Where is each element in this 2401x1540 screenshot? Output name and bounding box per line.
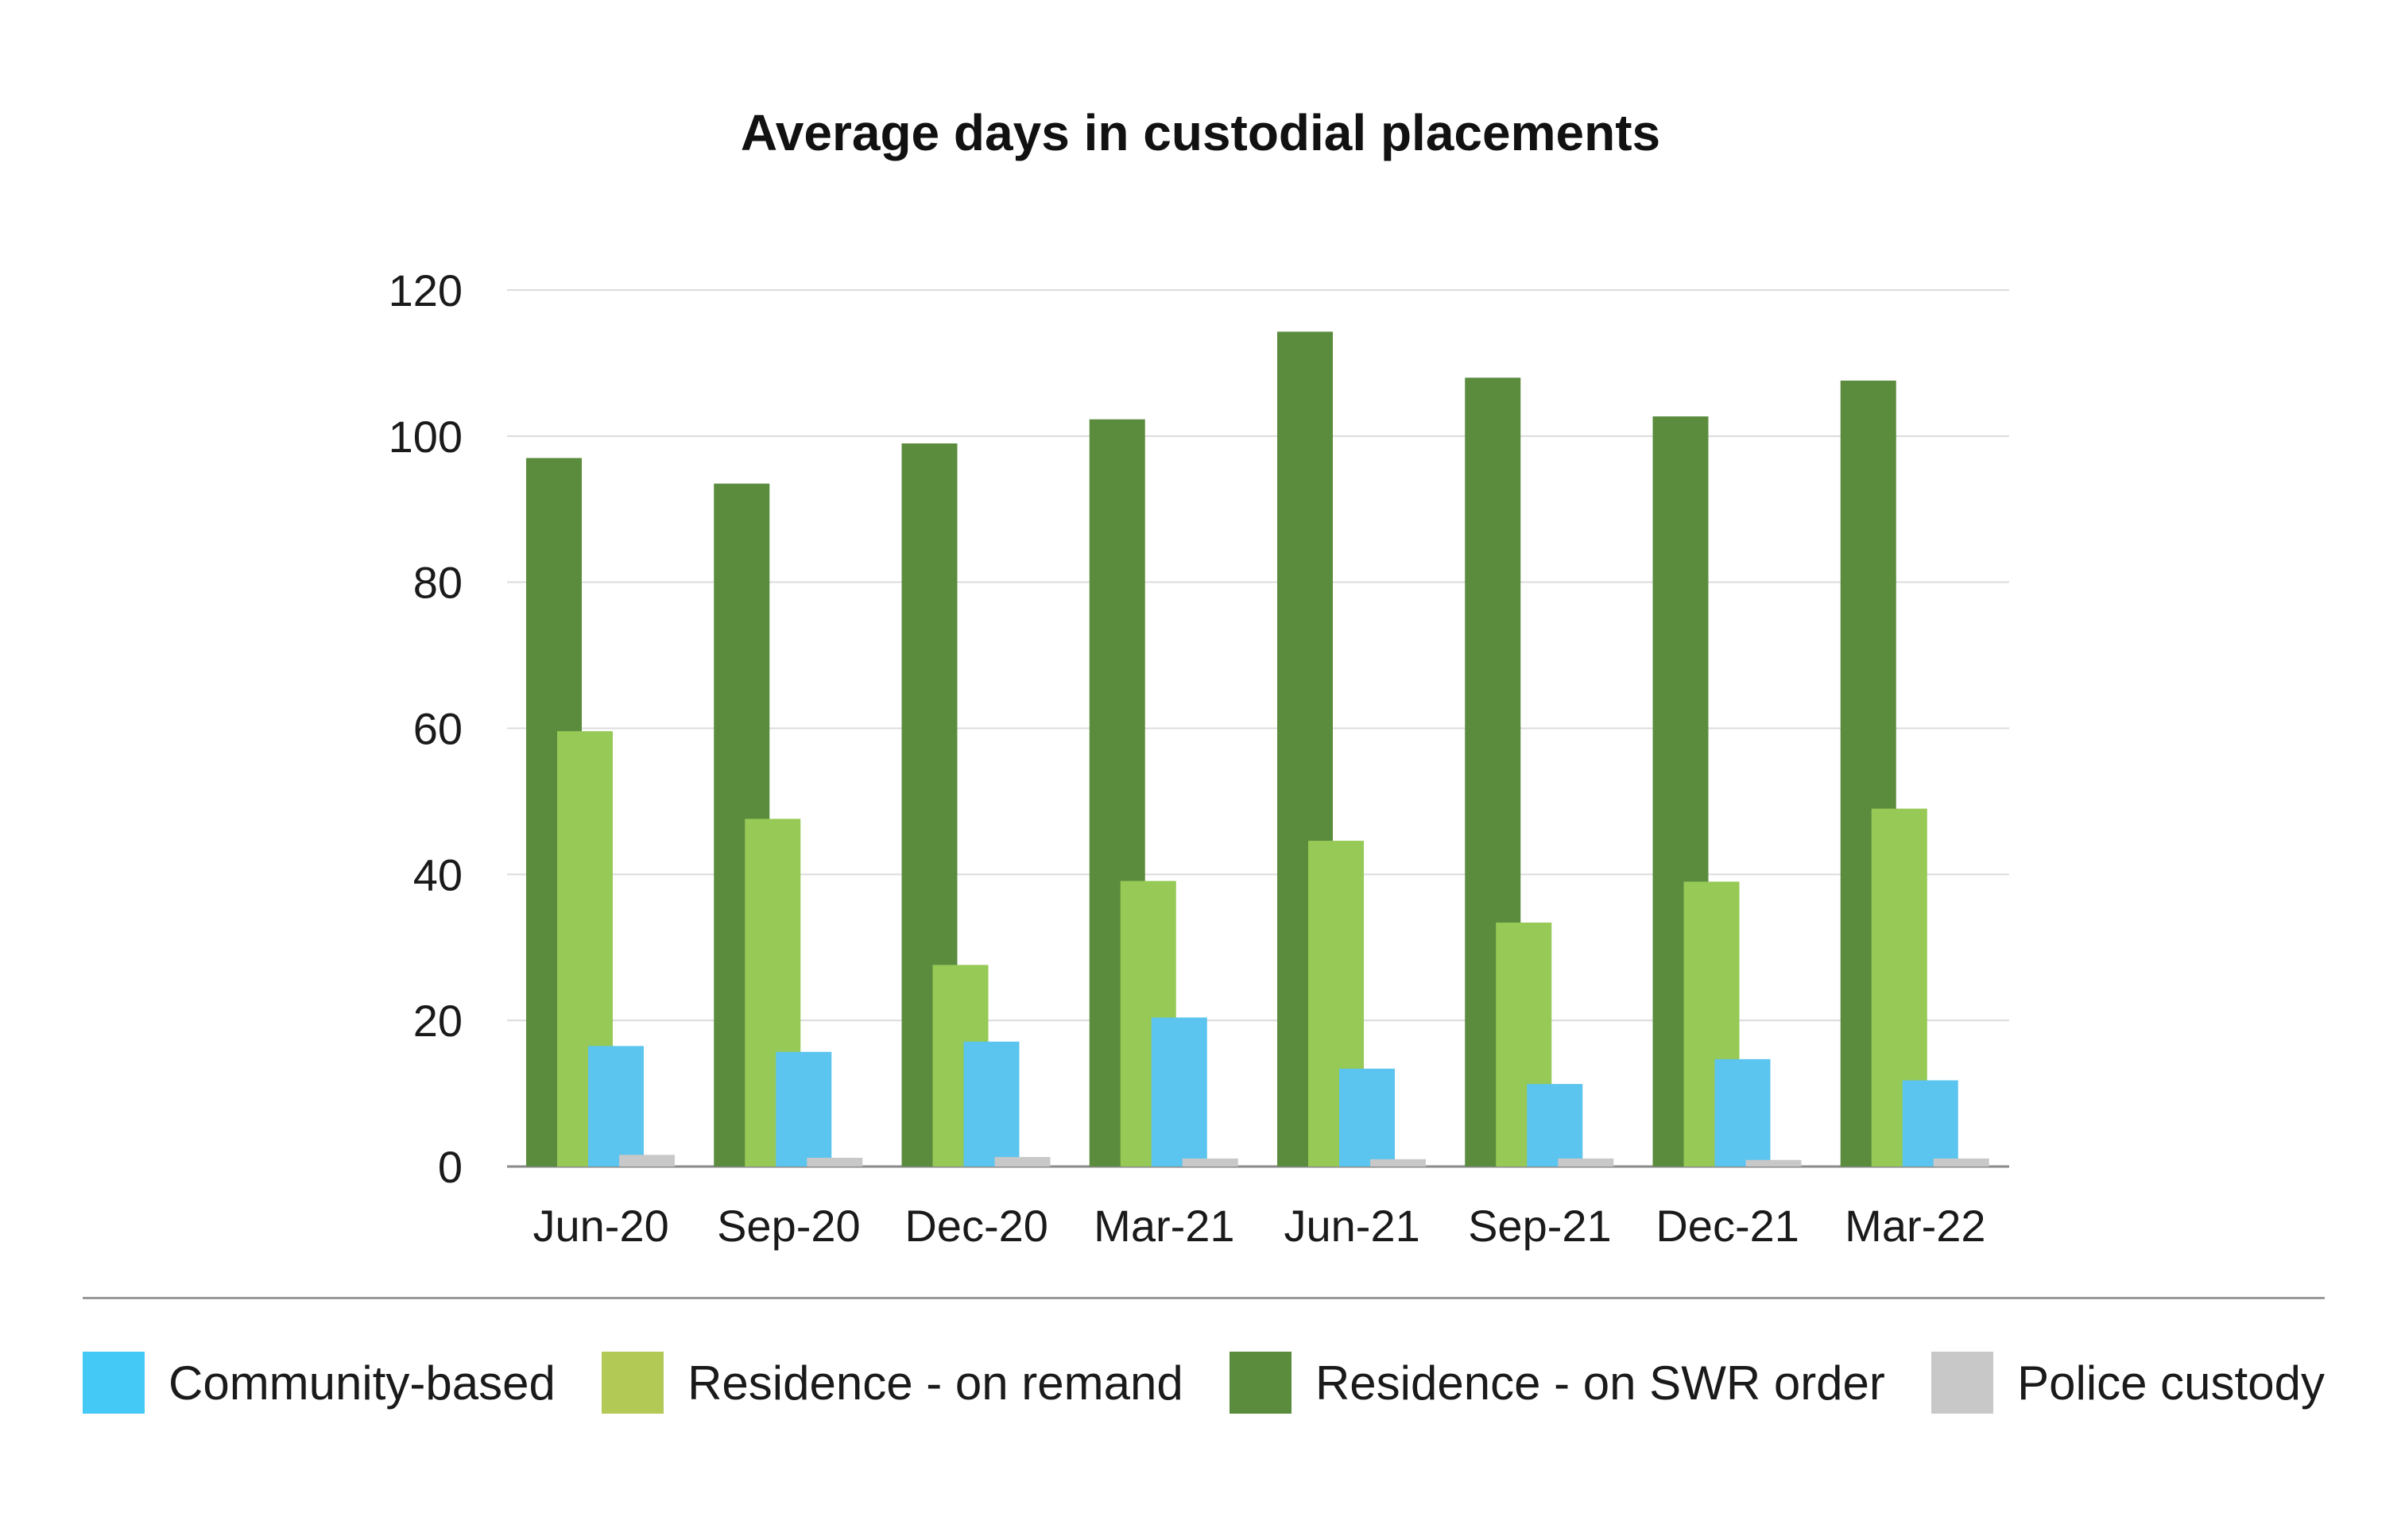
legend-divider [83,1297,2325,1299]
legend-item-residence-on-swr-order: Residence - on SWR order [1229,1352,1885,1414]
legend-label: Police custody [2017,1356,2325,1410]
x-tick-label: Sep-21 [1468,1201,1612,1251]
bar-police-custody-dec-21 [1745,1159,1802,1167]
legend-label: Residence - on remand [687,1356,1183,1410]
x-tick-label: Mar-22 [1845,1201,1985,1251]
bar-community-based-dec-21 [1714,1058,1771,1167]
bar-community-based-mar-21 [1151,1017,1207,1167]
bar-community-based-jun-20 [588,1046,644,1167]
legend-swatch-residence-on-remand [602,1352,664,1414]
bar-community-based-jun-21 [1339,1068,1395,1167]
legend-swatch-police-custody [1931,1352,1994,1414]
bar-police-custody-mar-21 [1182,1158,1238,1167]
legend-item-police-custody: Police custody [1931,1352,2325,1414]
bar-police-custody-sep-21 [1558,1158,1614,1167]
y-tick-label: 20 [413,996,463,1046]
bars [526,331,1989,1167]
legend-label: Residence - on SWR order [1315,1356,1885,1410]
y-tick-label: 0 [438,1142,463,1192]
bar-police-custody-sep-20 [807,1157,863,1167]
y-tick-label: 60 [413,704,463,754]
bar-police-custody-jun-20 [619,1155,675,1167]
bar-community-based-sep-20 [776,1051,832,1167]
bar-police-custody-mar-22 [1933,1158,1989,1167]
legend-item-community-based: Community-based [83,1352,556,1414]
legend-swatch-community-based [83,1352,145,1414]
x-axis-tick-labels: Jun-20 Sep-20 Dec-20 Mar-21 Jun-21 Sep-21 Dec-… [533,1201,1986,1251]
bar-police-custody-jun-21 [1370,1159,1426,1167]
chart-title: Average days in custodial placements [740,104,1661,161]
x-tick-label: Dec-20 [904,1201,1048,1251]
x-tick-label: Sep-20 [717,1201,861,1251]
y-axis-tick-labels: 0 20 40 60 80 100 120 [389,265,463,1192]
x-tick-label: Jun-21 [1284,1201,1420,1251]
legend-label: Community-based [168,1356,556,1410]
bar-community-based-sep-21 [1527,1084,1583,1167]
y-tick-label: 80 [413,558,463,608]
y-tick-label: 40 [413,849,463,900]
y-tick-label: 100 [389,412,463,462]
y-tick-label: 120 [389,265,463,315]
bar-community-based-mar-22 [1902,1080,1958,1167]
x-tick-label: Mar-21 [1094,1201,1234,1251]
legend: Community-based Residence - on remand Re… [83,1351,2325,1414]
bar-police-custody-dec-20 [994,1157,1051,1167]
x-tick-label: Dec-21 [1656,1201,1799,1251]
legend-swatch-residence-on-swr-order [1229,1352,1292,1414]
legend-item-residence-on-remand: Residence - on remand [602,1352,1183,1414]
x-tick-label: Jun-20 [533,1201,669,1251]
bar-community-based-dec-20 [963,1041,1020,1167]
